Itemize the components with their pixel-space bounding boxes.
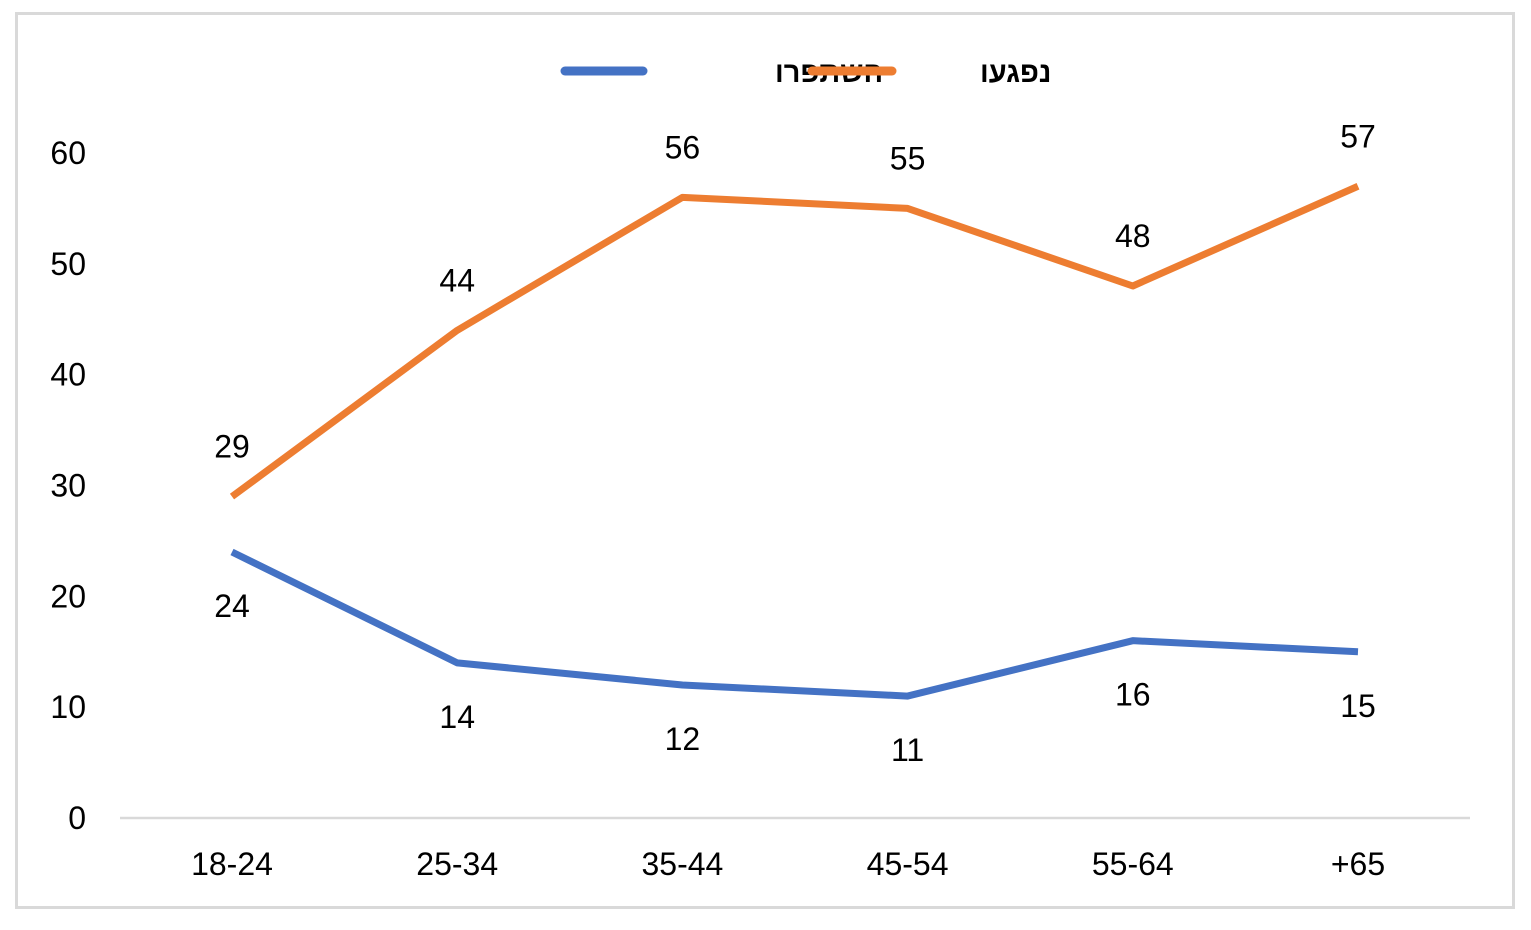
x-tick-label: 35-44 <box>641 846 723 882</box>
data-label: 11 <box>891 732 924 768</box>
y-tick-label: 40 <box>50 357 86 393</box>
x-tick-label: 55-64 <box>1092 846 1174 882</box>
legend-label: נפגעו <box>980 57 1051 89</box>
y-axis: 0 10 20 30 40 50 60 <box>50 135 86 836</box>
data-label: 57 <box>1340 118 1376 154</box>
chart-frame <box>15 12 1515 909</box>
plot-area: 24 14 12 11 16 15 29 44 56 55 48 57 <box>214 118 1376 768</box>
y-tick-label: 30 <box>50 468 86 504</box>
x-axis: 18-24 25-34 35-44 45-54 55-64 +65 <box>120 816 1470 882</box>
y-tick-label: 60 <box>50 135 86 171</box>
data-label: 24 <box>214 588 250 624</box>
data-label: 29 <box>214 429 250 465</box>
x-tick-label: 25-34 <box>416 846 498 882</box>
data-label: 56 <box>665 129 701 165</box>
y-tick-label: 10 <box>50 689 86 725</box>
data-label: 44 <box>439 262 475 298</box>
y-tick-label: 20 <box>50 578 86 614</box>
legend: השתפרונפגעו <box>560 57 1051 89</box>
series-line-0 <box>230 548 1359 700</box>
x-tick-label: 45-54 <box>867 846 949 882</box>
data-label: 16 <box>1115 677 1151 713</box>
y-tick-label: 50 <box>50 246 86 282</box>
data-label: 15 <box>1340 688 1376 724</box>
data-label: 12 <box>665 721 701 757</box>
legend-item: נפגעו <box>807 57 1051 89</box>
x-tick-label: 18-24 <box>191 846 273 882</box>
y-tick-label: 0 <box>68 800 86 836</box>
x-tick-label: +65 <box>1331 846 1385 882</box>
series-line-1 <box>229 183 1360 500</box>
data-label: 14 <box>439 699 475 735</box>
data-label: 55 <box>890 140 926 176</box>
data-label: 48 <box>1115 218 1151 254</box>
